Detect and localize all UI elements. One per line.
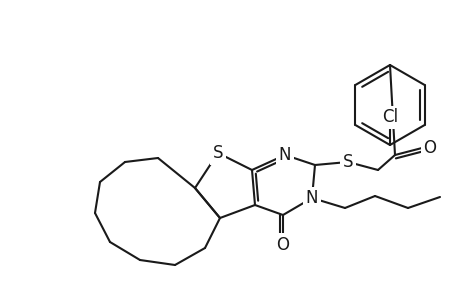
Text: S: S xyxy=(342,153,353,171)
Text: O: O xyxy=(423,139,436,157)
Text: Cl: Cl xyxy=(381,108,397,126)
Text: N: N xyxy=(305,189,318,207)
Text: N: N xyxy=(278,146,291,164)
Text: S: S xyxy=(212,144,223,162)
Text: O: O xyxy=(276,236,289,254)
